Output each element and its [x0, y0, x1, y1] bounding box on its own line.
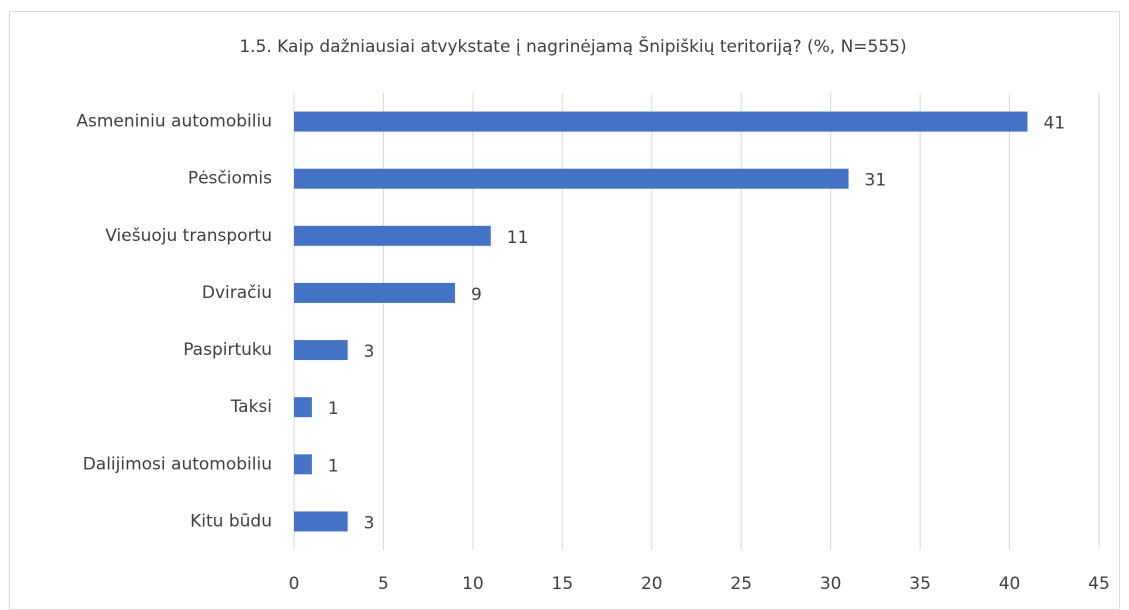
data-label: 1 [328, 399, 339, 419]
x-tick-label: 40 [999, 574, 1021, 594]
data-label: 9 [471, 285, 482, 305]
data-label: 41 [1043, 114, 1065, 134]
bar [294, 111, 1028, 132]
x-tick-label: 30 [820, 574, 842, 594]
x-tick-label: 20 [641, 574, 663, 594]
x-tick-label: 5 [378, 574, 389, 594]
bar [294, 340, 348, 361]
x-tick-label: 35 [909, 574, 931, 594]
data-label: 1 [328, 456, 339, 476]
x-tick-label: 10 [462, 574, 484, 594]
bar [294, 282, 455, 303]
data-label: 3 [364, 342, 375, 362]
chart-border [9, 11, 1120, 610]
y-tick-label: Asmeniniu automobiliu [76, 112, 272, 132]
bar [294, 454, 312, 475]
bar [294, 225, 491, 246]
bar [294, 397, 312, 418]
data-label: 11 [507, 228, 529, 248]
y-tick-label: Kitu būdu [190, 511, 272, 531]
bar [294, 168, 849, 189]
chart-title: 1.5. Kaip dažniausiai atvykstate į nagri… [239, 35, 906, 57]
x-tick-label: 0 [289, 574, 300, 594]
x-tick-label: 15 [552, 574, 574, 594]
y-tick-label: Pėsčiomis [188, 169, 272, 189]
y-tick-label: Paspirtuku [183, 340, 272, 360]
y-tick-label: Dalijimosi automobiliu [83, 454, 272, 474]
y-tick-label: Viešuoju transportu [105, 226, 272, 246]
bar [294, 511, 348, 532]
y-tick-label: Dviračiu [202, 283, 272, 303]
x-tick-label: 25 [730, 574, 752, 594]
y-tick-label: Taksi [230, 397, 272, 417]
x-tick-label: 45 [1088, 574, 1110, 594]
data-label: 3 [364, 513, 375, 533]
data-label: 31 [865, 171, 887, 191]
